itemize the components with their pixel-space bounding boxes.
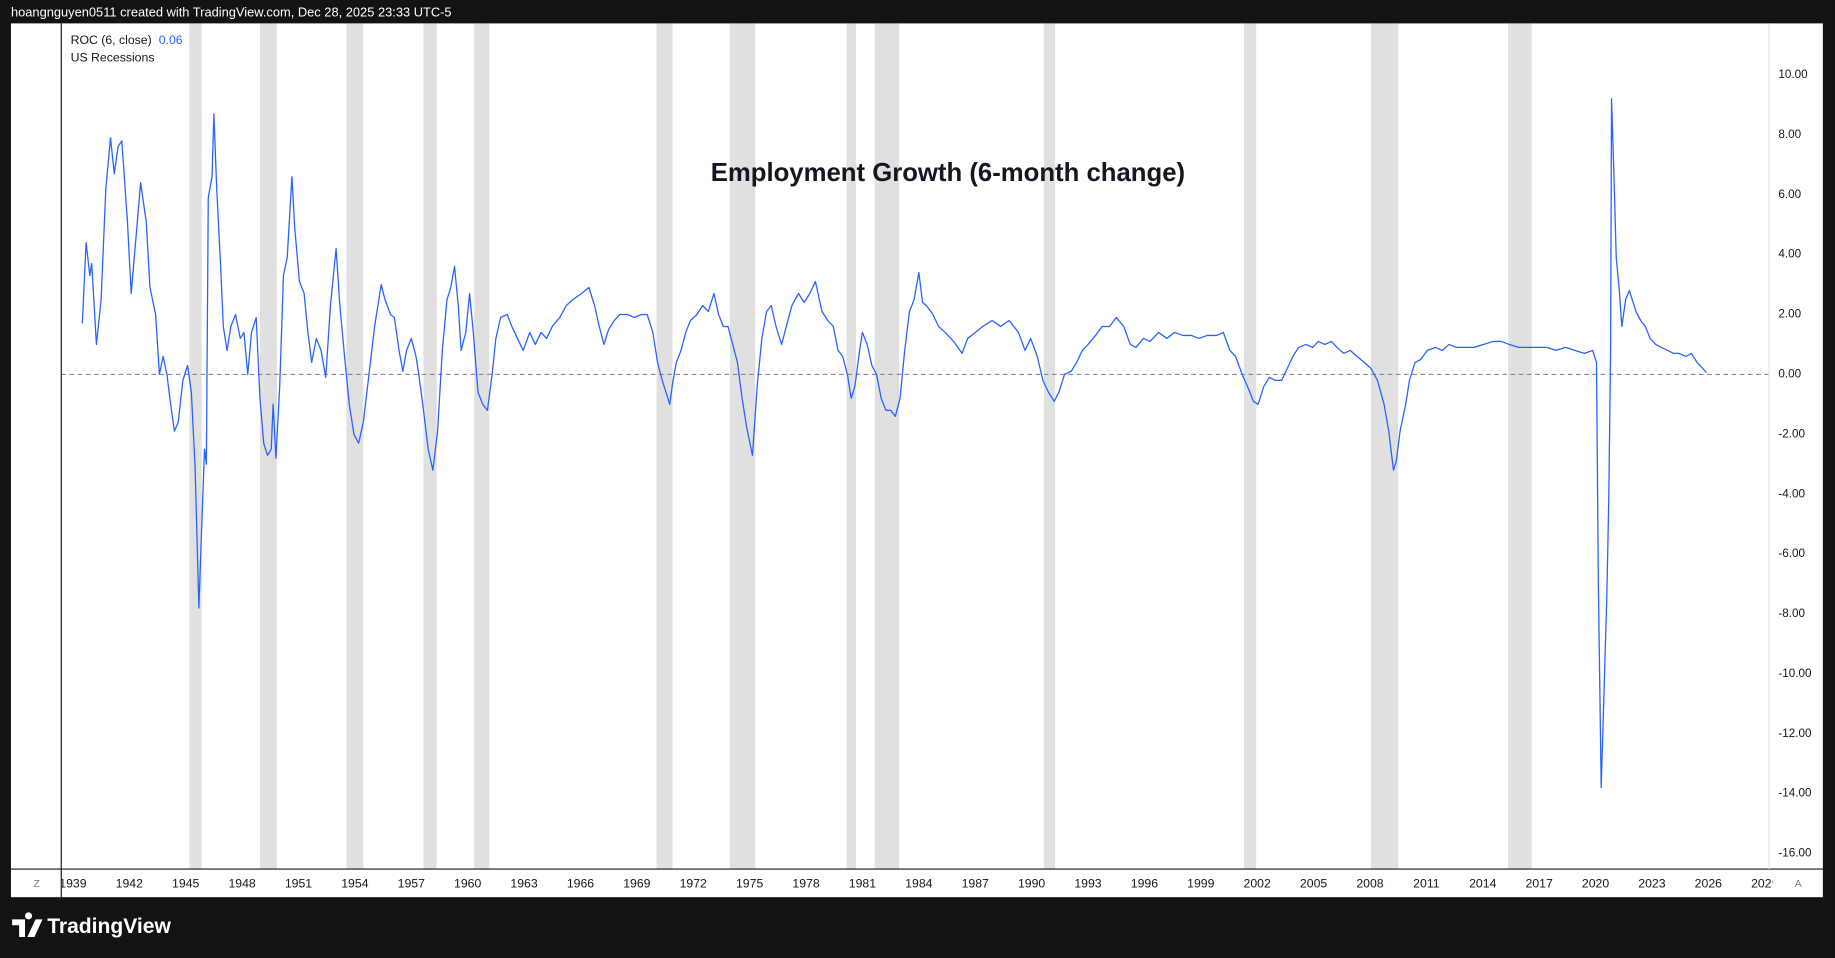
series-line (81, 98, 1707, 789)
legend-recessions: US Recessions (71, 51, 155, 65)
recession-band (656, 23, 673, 870)
recession-band (474, 23, 490, 870)
legend-last-value: 0.06 (159, 33, 183, 47)
x-tick-label: 1942 (116, 877, 143, 891)
y-tick-label: 2.00 (1778, 308, 1801, 321)
x-tick-label: 1954 (341, 877, 368, 891)
x-tick-label: 2014 (1469, 877, 1496, 891)
recession-band (346, 23, 364, 870)
legend-series: ROC (6, close) (71, 33, 152, 47)
x-tick-label: 2029 (1751, 877, 1778, 891)
x-tick-label: 1969 (623, 877, 650, 891)
x-tick-label: 1948 (228, 877, 255, 891)
x-tick-label: 1939 (59, 877, 86, 891)
x-tick-label: 1981 (849, 877, 876, 891)
x-tick-label: 1996 (1131, 877, 1158, 891)
y-tick-label: 6.00 (1778, 188, 1801, 201)
x-tick-label: 1963 (510, 877, 537, 891)
x-tick-label: 1990 (1018, 877, 1045, 891)
x-tick-label: 2023 (1638, 877, 1665, 891)
x-tick-label: 2002 (1244, 877, 1271, 891)
byline: hoangnguyen0511 created with TradingView… (11, 4, 452, 19)
x-tick-label: 1999 (1187, 877, 1214, 891)
recession-band (846, 23, 856, 870)
x-tick-label: 1966 (567, 877, 594, 891)
y-tick-label: -8.00 (1778, 607, 1805, 620)
recession-band (1370, 23, 1399, 870)
x-tick-label: 1957 (398, 877, 425, 891)
y-tick-label: -6.00 (1778, 547, 1805, 560)
recession-band (874, 23, 900, 870)
y-tick-label: -16.00 (1778, 847, 1812, 860)
annotation: Employment Growth (6-month change) (711, 159, 1185, 187)
recession-band (729, 23, 756, 870)
x-tick-label: 1951 (285, 877, 312, 891)
y-tick-label: -4.00 (1778, 487, 1805, 500)
x-tick-label: 2020 (1582, 877, 1609, 891)
y-tick-label: -10.00 (1778, 667, 1812, 680)
y-tick-label: 10.00 (1778, 68, 1808, 81)
chart-panel (10, 23, 1823, 898)
x-tick-label: 2011 (1413, 877, 1440, 891)
auto-scale-button[interactable]: A (1795, 878, 1802, 890)
x-tick-label: 1978 (792, 877, 819, 891)
x-tick-label: 1960 (454, 877, 481, 891)
x-tick-label: 2026 (1695, 877, 1722, 891)
logo-icon (12, 912, 43, 937)
x-tick-label: 1987 (962, 877, 989, 891)
x-tick-label: 1945 (172, 877, 199, 891)
recession-band (189, 23, 202, 870)
y-tick-label: -14.00 (1778, 787, 1812, 800)
y-tick-label: -12.00 (1778, 727, 1812, 740)
x-tick-label: 2005 (1300, 877, 1327, 891)
recession-band (1043, 23, 1056, 870)
recession-band (1508, 23, 1532, 870)
recession-band (259, 23, 277, 870)
x-tick-label: 1975 (736, 877, 763, 891)
y-tick-label: -2.00 (1778, 427, 1805, 440)
x-tick-label: 1993 (1074, 877, 1101, 891)
zoom-button[interactable]: Z (33, 878, 40, 890)
brand-logo (12, 912, 43, 937)
y-tick-label: 4.00 (1778, 248, 1801, 261)
y-tick-label: 0.00 (1778, 367, 1801, 380)
brand: TradingView (47, 915, 171, 938)
x-tick-label: 2008 (1356, 877, 1383, 891)
y-tick-label: 8.00 (1778, 128, 1801, 141)
x-tick-label: 1984 (905, 877, 932, 891)
recession-band (423, 23, 437, 870)
recession-band (1244, 23, 1257, 870)
x-tick-label: 1972 (680, 877, 707, 891)
x-tick-label: 2017 (1526, 877, 1553, 891)
